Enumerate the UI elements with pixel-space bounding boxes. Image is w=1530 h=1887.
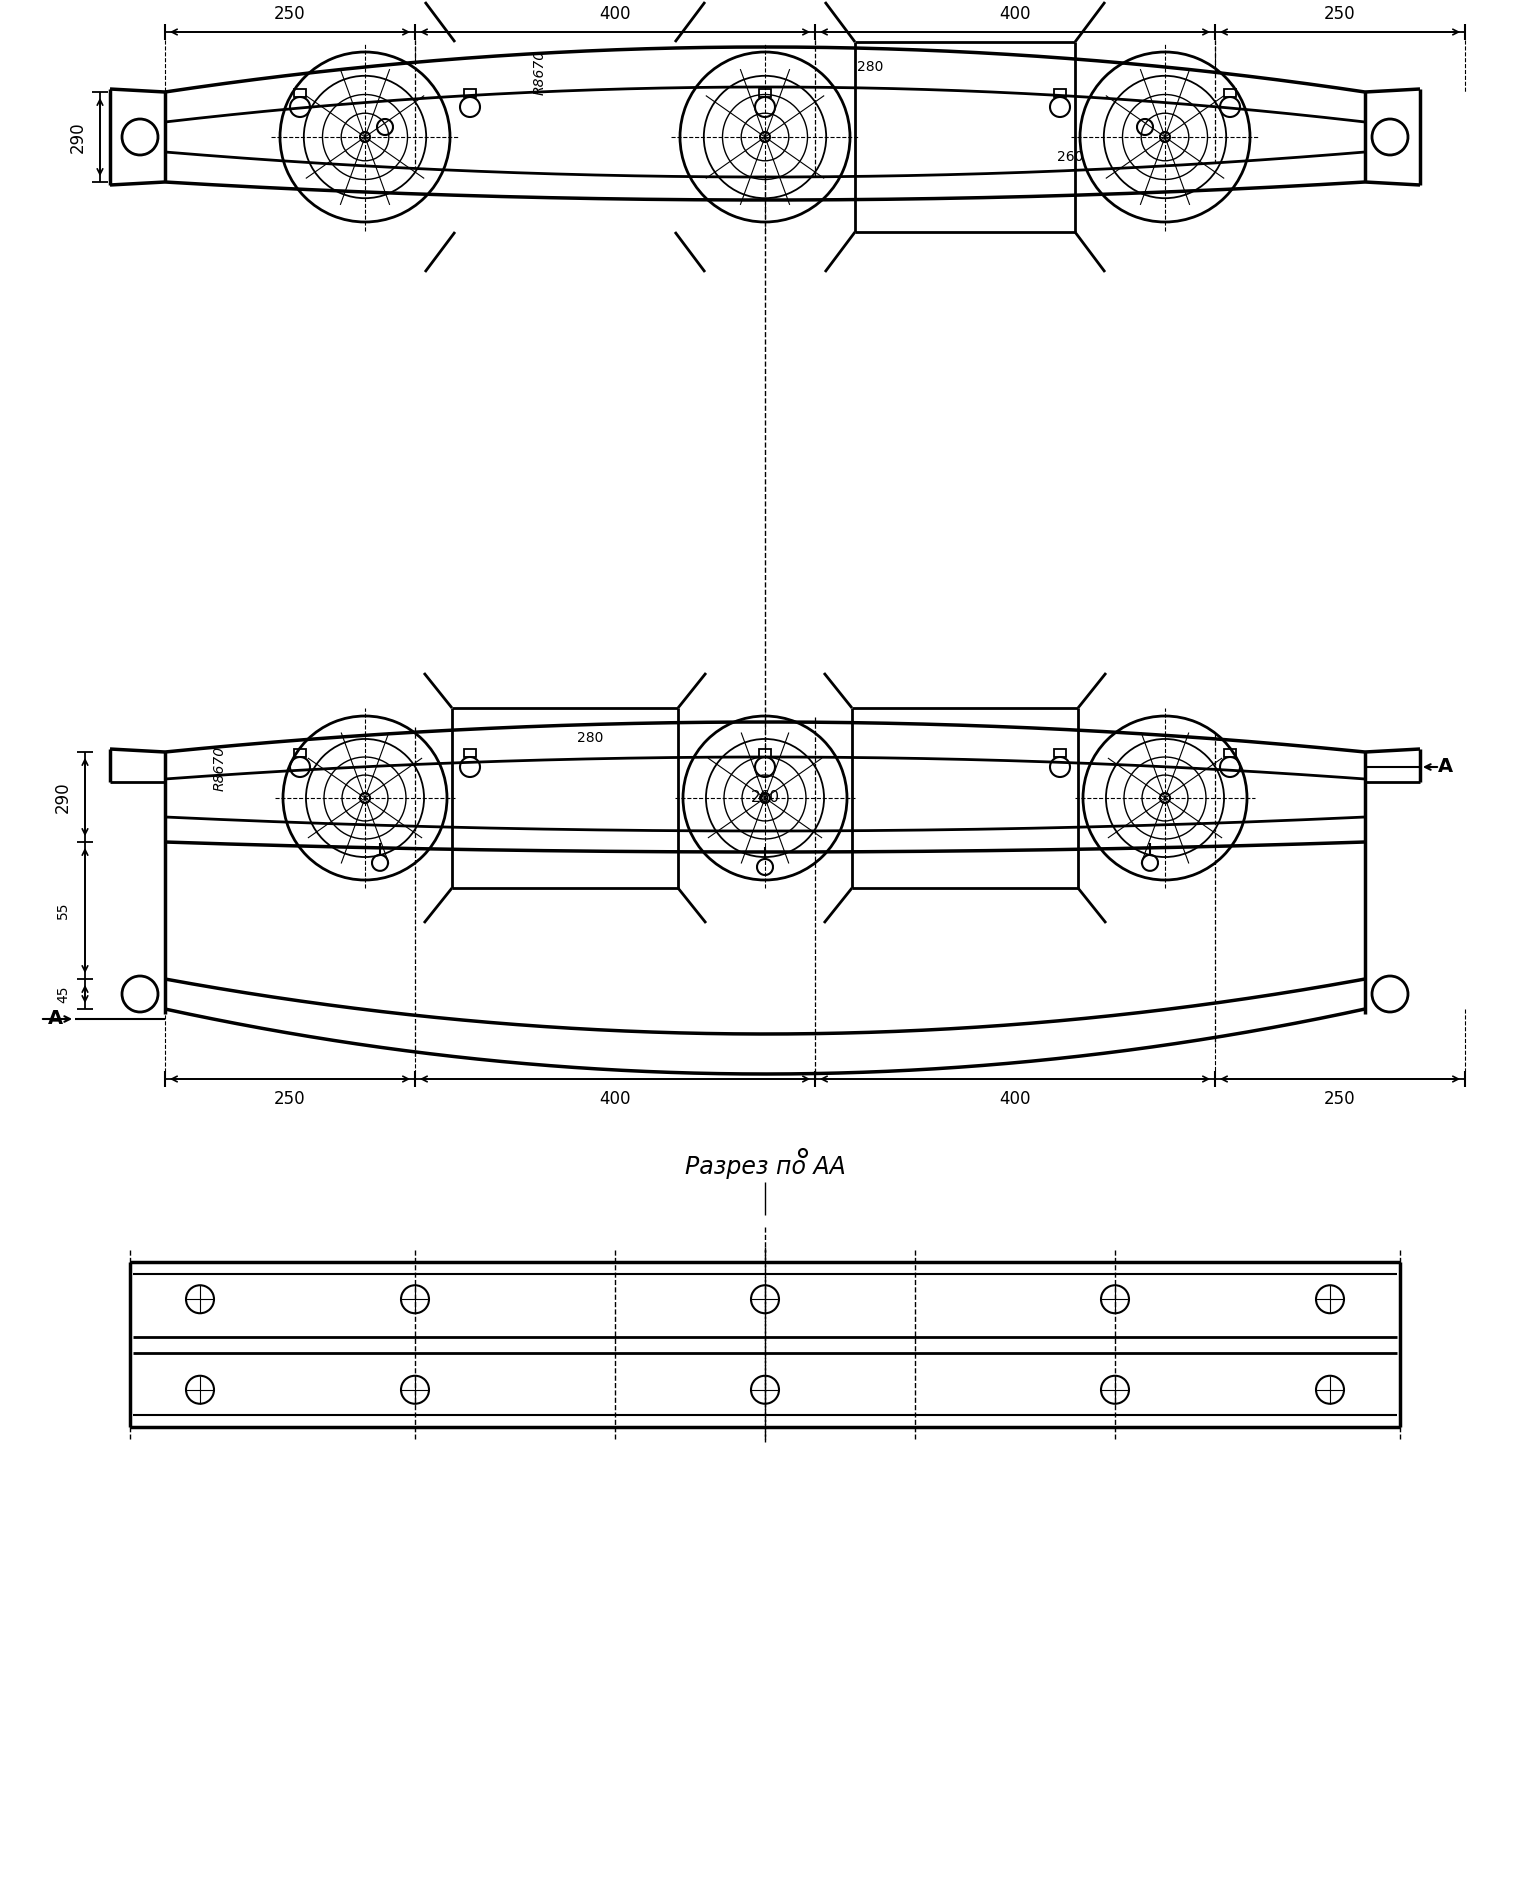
Text: 250: 250 — [274, 6, 306, 23]
Text: 280: 280 — [577, 730, 603, 745]
Text: 400: 400 — [600, 6, 630, 23]
Text: 250: 250 — [1323, 6, 1356, 23]
Bar — [464, 89, 476, 96]
Bar — [294, 749, 306, 757]
Text: 400: 400 — [600, 1091, 630, 1108]
Text: 250: 250 — [274, 1091, 306, 1108]
Text: Разрез по АА: Разрез по АА — [684, 1155, 846, 1179]
Text: A: A — [47, 1010, 63, 1028]
Bar — [759, 89, 771, 96]
Text: R8670: R8670 — [532, 49, 548, 94]
Text: 400: 400 — [999, 1091, 1031, 1108]
Bar — [1054, 89, 1066, 96]
Text: 55: 55 — [57, 902, 70, 919]
Bar — [759, 749, 771, 757]
Text: 400: 400 — [999, 6, 1031, 23]
Bar — [464, 749, 476, 757]
Bar — [1224, 89, 1236, 96]
Text: 290: 290 — [69, 121, 87, 153]
Text: A: A — [1438, 757, 1452, 776]
Bar — [294, 89, 306, 96]
Text: 280: 280 — [857, 60, 883, 74]
Text: 260: 260 — [1057, 149, 1083, 164]
Text: 260: 260 — [751, 791, 779, 806]
Text: 290: 290 — [54, 781, 72, 813]
Bar — [1224, 749, 1236, 757]
Text: 250: 250 — [1323, 1091, 1356, 1108]
Text: R8670: R8670 — [213, 745, 226, 791]
Bar — [1054, 749, 1066, 757]
Text: 45: 45 — [57, 985, 70, 1002]
